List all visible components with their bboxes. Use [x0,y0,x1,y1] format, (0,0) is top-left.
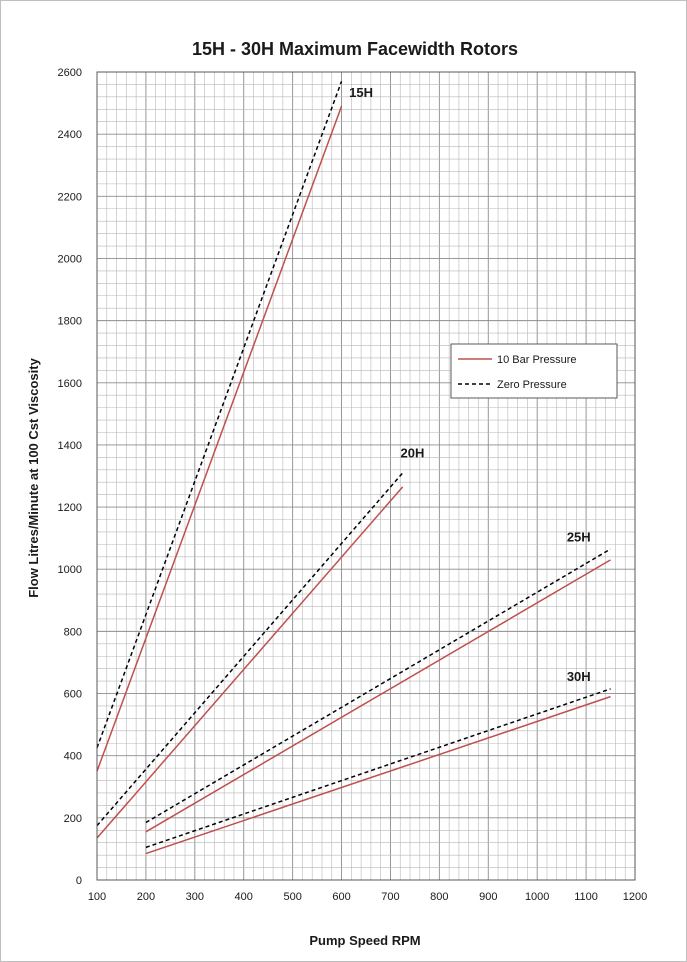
series-labels: 15H 20H 25H 30H [349,85,591,684]
series-line-15h-zero [96,81,343,749]
series-lines [96,81,611,855]
x-tick-label: 1000 [525,891,549,903]
series-line-15h-10-bar [96,105,343,772]
y-tick-label: 0 [76,875,82,887]
y-tick-label: 600 [64,689,82,701]
y-tick-label: 2200 [58,191,82,203]
y-tick-label: 2600 [58,67,82,79]
y-tick-label: 800 [64,626,82,638]
y-tick-label: 1600 [58,378,82,390]
x-tick-label: 200 [137,891,155,903]
series-line-20h-10-bar [96,486,404,839]
series-label-20h: 20H [401,445,425,460]
series-line-20h-zero [96,472,404,827]
legend-label-zero: Zero Pressure [497,379,567,391]
plot-border [96,71,636,881]
legend-box [450,343,618,399]
x-tick-label: 400 [235,891,253,903]
x-axis-ticks: 100 200 300 400 500 600 700 800 900 1000 1100 1200 [88,891,647,903]
y-axis-ticks: 0 200 400 600 800 1000 1200 1400 1600 1800 2000 220… [58,67,82,887]
y-tick-label: 1800 [58,316,82,328]
x-tick-label: 1100 [574,891,598,903]
y-tick-label: 1000 [58,564,82,576]
x-tick-label: 600 [332,891,350,903]
series-label-30h: 30H [567,669,591,684]
y-tick-label: 2400 [58,129,82,141]
series-line-30h-10-bar [145,695,611,855]
x-tick-label: 1200 [623,891,647,903]
y-tick-label: 1200 [58,502,82,514]
y-axis-label: Flow Litres/Minute at 100 Cst Viscosity [26,357,41,597]
series-line-25h-zero [145,548,611,824]
x-tick-label: 100 [88,891,106,903]
x-tick-label: 700 [381,891,399,903]
x-tick-label: 800 [430,891,448,903]
x-axis-label: Pump Speed RPM [309,933,420,948]
legend: 10 Bar Pressure Zero Pressure [450,343,618,399]
series-line-30h-zero [145,688,611,849]
series-label-15h: 15H [349,85,373,100]
y-tick-label: 2000 [58,253,82,265]
series-label-25h: 25H [567,529,591,544]
series-line-25h-10-bar [145,559,611,833]
x-tick-label: 500 [283,891,301,903]
legend-label-10-bar: 10 Bar Pressure [497,354,576,366]
grid [96,71,636,881]
x-tick-label: 900 [479,891,497,903]
y-tick-label: 400 [64,751,82,763]
y-tick-label: 200 [64,813,82,825]
x-tick-label: 300 [186,891,204,903]
y-tick-label: 1400 [58,440,82,452]
chart-title: 15H - 30H Maximum Facewidth Rotors [192,39,518,59]
